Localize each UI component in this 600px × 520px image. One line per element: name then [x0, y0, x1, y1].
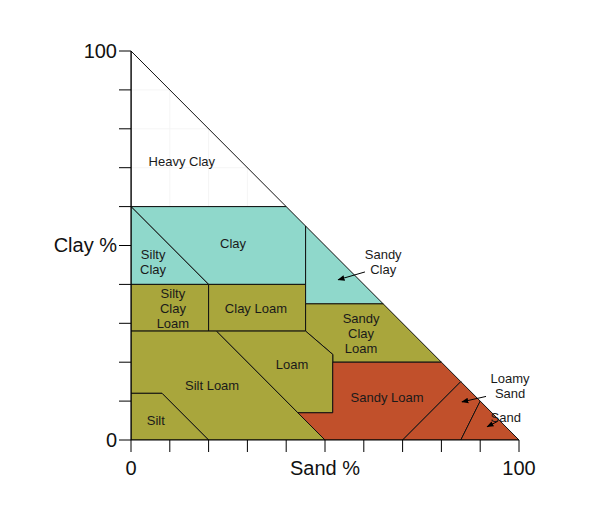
region-label: Silt — [147, 413, 165, 428]
grid-line — [131, 89, 519, 90]
region-label: SandyClay — [365, 247, 402, 277]
region-label: Silt Loam — [185, 378, 239, 393]
y-tick — [119, 440, 131, 441]
label-arrow — [487, 421, 497, 426]
y-axis-title: Clay % — [54, 234, 118, 256]
x-tick-label: 0 — [125, 457, 136, 479]
minor-tick — [363, 440, 364, 452]
minor-tick — [441, 440, 442, 452]
region-label: LoamySand — [491, 371, 531, 401]
region-label: Clay Loam — [225, 301, 287, 316]
region-label: Sandy Loam — [351, 390, 424, 405]
minor-tick — [325, 440, 326, 452]
region-label: SiltyClayLoam — [157, 286, 190, 331]
minor-tick — [247, 440, 248, 452]
region-labels: Heavy Clay Clay SiltyClay SiltyClayLoam Clay… — [140, 154, 530, 428]
region — [131, 331, 325, 440]
region-label: Clay — [220, 236, 247, 251]
minor-tick — [169, 440, 170, 452]
minor-tick — [119, 362, 131, 363]
x-tick — [519, 440, 520, 452]
minor-tick — [480, 440, 481, 452]
minor-tick — [119, 284, 131, 285]
region — [131, 393, 209, 440]
minor-tick — [119, 245, 131, 246]
minor-tick — [402, 440, 403, 452]
grid — [131, 51, 519, 440]
x-tick — [131, 440, 132, 452]
region-label: SiltyClay — [140, 247, 167, 277]
grid-line — [480, 51, 481, 440]
minor-tick — [119, 89, 131, 90]
minor-tick — [119, 401, 131, 402]
region — [131, 284, 209, 331]
y-tick-label: 100 — [84, 40, 117, 62]
regions — [131, 51, 519, 440]
minor-tick — [286, 440, 287, 452]
region — [131, 51, 286, 207]
chart: 0 100 0 100 Clay % Sand % Heavy Clay Clay SiltyC… — [0, 0, 600, 520]
x-tick-label: 100 — [502, 457, 535, 479]
region-label: Heavy Clay — [149, 154, 216, 169]
region — [131, 207, 306, 285]
minor-tick — [208, 440, 209, 452]
minor-tick — [119, 128, 131, 129]
minor-tick — [119, 167, 131, 168]
minor-tick — [119, 206, 131, 207]
x-axis-title: Sand % — [290, 457, 360, 479]
region-label: Loam — [276, 357, 309, 372]
y-tick-label: 0 — [106, 429, 117, 451]
label-arrow — [338, 272, 365, 280]
label-arrow — [462, 396, 486, 401]
y-tick — [119, 51, 131, 52]
region — [209, 284, 306, 331]
region-label: SandyClayLoam — [343, 311, 380, 356]
minor-tick — [119, 323, 131, 324]
region — [131, 207, 209, 285]
